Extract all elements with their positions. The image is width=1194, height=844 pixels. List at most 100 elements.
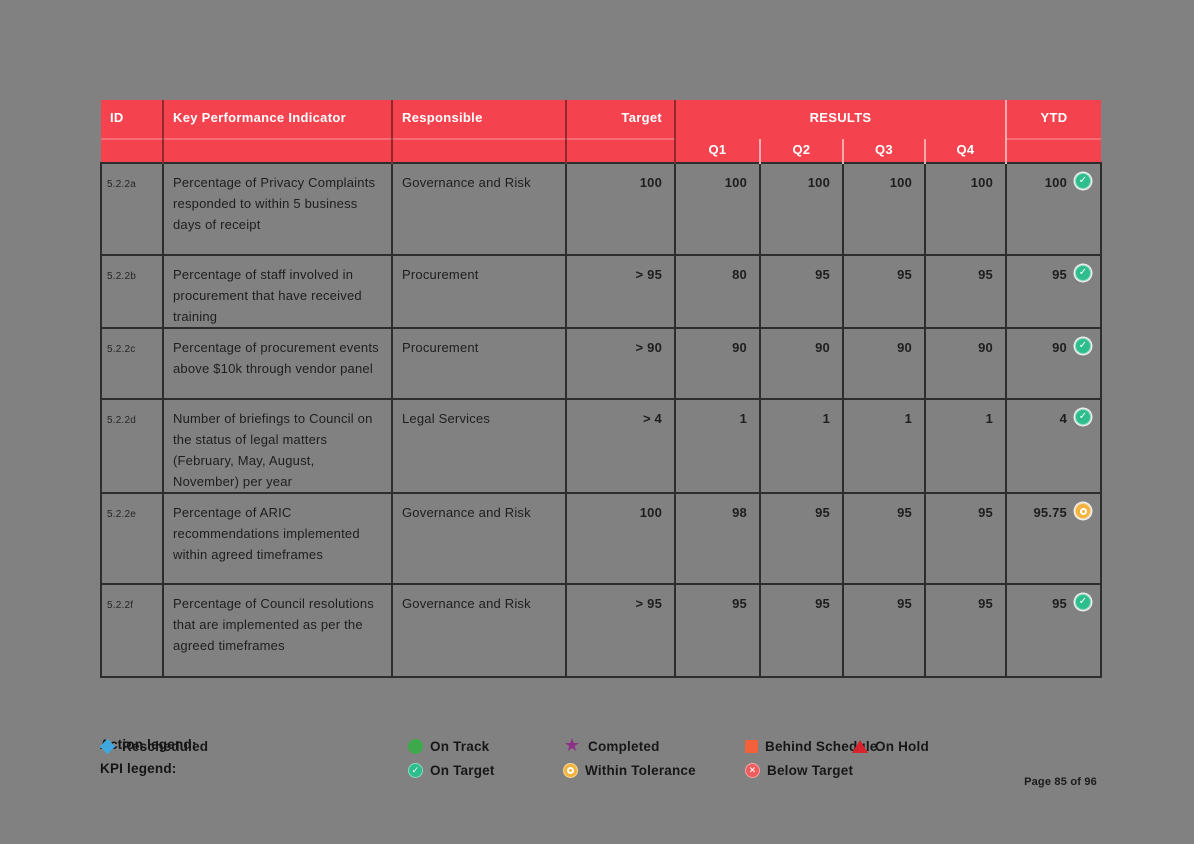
- header-id: ID: [101, 100, 163, 163]
- cell-target: > 95: [565, 254, 676, 329]
- kpi-table-row: 5.2.2e Percentage of ARIC recommendation…: [100, 492, 1102, 585]
- cell-q3: 1: [842, 398, 926, 494]
- cell-responsible: Procurement: [391, 254, 567, 329]
- legend-item-rescheduled: Rescheduled: [99, 735, 208, 757]
- kpi-table-row: 5.2.2a Percentage of Privacy Complaints …: [100, 162, 1102, 256]
- cell-responsible: Governance and Risk: [391, 583, 567, 678]
- cell-target: 100: [565, 492, 676, 585]
- legend-item-label: Below Target: [767, 762, 854, 778]
- cell-responsible: Governance and Risk: [391, 162, 567, 256]
- cell-target: > 4: [565, 398, 676, 494]
- cell-ytd: 4: [1005, 398, 1102, 494]
- cell-responsible: Governance and Risk: [391, 492, 567, 585]
- cell-kpi-description: Percentage of staff involved in procurem…: [162, 254, 393, 329]
- cell-q3: 95: [842, 254, 926, 329]
- completed-icon: [563, 737, 581, 755]
- header-ytd: YTD: [1005, 100, 1101, 163]
- legend-item-behind-schedule: Behind Schedule: [745, 735, 878, 757]
- cell-q1: 95: [674, 583, 761, 678]
- cell-kpi-id: 5.2.2b: [100, 254, 164, 329]
- header-target: Target: [565, 100, 675, 163]
- cell-q2: 95: [759, 254, 844, 329]
- cell-responsible: Procurement: [391, 327, 567, 400]
- legend-item-below-target: Below Target: [745, 759, 853, 781]
- cell-target: > 90: [565, 327, 676, 400]
- cell-kpi-id: 5.2.2e: [100, 492, 164, 585]
- cell-kpi-id: 5.2.2c: [100, 327, 164, 400]
- page-number: Page 85 of 96: [1024, 776, 1097, 788]
- cell-q4: 95: [924, 254, 1007, 329]
- cell-q4: 95: [924, 583, 1007, 678]
- ytd-value: 95: [1052, 596, 1067, 611]
- table-header: ID Key Performance Indicator Responsible…: [101, 100, 1101, 163]
- cell-ytd: 95: [1005, 583, 1102, 678]
- header-kpi: Key Performance Indicator: [162, 100, 392, 163]
- on-target-icon: [1075, 265, 1091, 281]
- cell-kpi-description: Percentage of Privacy Complaints respond…: [162, 162, 393, 256]
- cell-q2: 95: [759, 583, 844, 678]
- cell-q4: 95: [924, 492, 1007, 585]
- cell-q1: 90: [674, 327, 761, 400]
- cell-ytd: 90: [1005, 327, 1102, 400]
- behind-schedule-icon: [745, 739, 758, 753]
- cell-kpi-description: Percentage of ARIC recommendations imple…: [162, 492, 393, 585]
- below-target-icon: [745, 762, 760, 778]
- ytd-value: 100: [1044, 175, 1067, 190]
- header-q1: Q1: [674, 139, 760, 163]
- cell-q3: 90: [842, 327, 926, 400]
- legend-item-on-hold: On Hold: [852, 735, 929, 757]
- legend: Action legend: On Track Completed Behind…: [99, 735, 1110, 785]
- cell-q3: 95: [842, 583, 926, 678]
- legend-item-label: On Hold: [875, 738, 929, 754]
- cell-q1: 1: [674, 398, 761, 494]
- kpi-table-row: 5.2.2b Percentage of staff involved in p…: [100, 254, 1102, 329]
- cell-kpi-id: 5.2.2a: [100, 162, 164, 256]
- legend-item-on-target: On Target: [408, 759, 495, 781]
- cell-ytd: 100: [1005, 162, 1102, 256]
- cell-q3: 100: [842, 162, 926, 256]
- kpi-legend-title: KPI legend:: [100, 761, 177, 776]
- cell-q4: 100: [924, 162, 1007, 256]
- kpi-table-row: 5.2.2d Number of briefings to Council on…: [100, 398, 1102, 494]
- header-q3: Q3: [842, 139, 925, 163]
- cell-kpi-description: Percentage of procurement events above $…: [162, 327, 393, 400]
- ytd-value: 95: [1052, 267, 1067, 282]
- on-target-icon: [408, 762, 423, 778]
- header-results: RESULTS: [674, 100, 1006, 139]
- cell-q2: 100: [759, 162, 844, 256]
- cell-q2: 90: [759, 327, 844, 400]
- legend-item-within-tolerance: Within Tolerance: [563, 759, 696, 781]
- kpi-table-body: 5.2.2a Percentage of Privacy Complaints …: [100, 162, 1102, 678]
- ytd-value: 95.75: [1033, 505, 1067, 520]
- kpi-results-table: ID Key Performance Indicator Responsible…: [100, 100, 1102, 678]
- cell-kpi-id: 5.2.2d: [100, 398, 164, 494]
- legend-item-label: On Track: [430, 738, 490, 754]
- cell-target: > 95: [565, 583, 676, 678]
- header-q2: Q2: [759, 139, 843, 163]
- cell-q2: 1: [759, 398, 844, 494]
- action-legend-title: Action legend:: [100, 737, 197, 752]
- cell-responsible: Legal Services: [391, 398, 567, 494]
- on-target-icon: [1075, 594, 1091, 610]
- cell-q1: 80: [674, 254, 761, 329]
- on-target-icon: [1075, 338, 1091, 354]
- legend-item-label: On Target: [430, 762, 495, 778]
- ytd-value: 4: [1059, 411, 1067, 426]
- on-target-icon: [1075, 409, 1091, 425]
- action-legend-row: Action legend: On Track Completed Behind…: [99, 735, 1110, 757]
- on-hold-icon: [852, 739, 868, 753]
- cell-q4: 1: [924, 398, 1007, 494]
- cell-q2: 95: [759, 492, 844, 585]
- cell-q4: 90: [924, 327, 1007, 400]
- within-tolerance-icon: [563, 762, 578, 778]
- header-responsible: Responsible: [391, 100, 566, 163]
- rescheduled-icon: [99, 738, 116, 754]
- legend-item-label: Completed: [588, 738, 660, 754]
- cell-kpi-description: Number of briefings to Council on the st…: [162, 398, 393, 494]
- legend-item-label: Within Tolerance: [585, 762, 696, 778]
- cell-q3: 95: [842, 492, 926, 585]
- kpi-table-row: 5.2.2c Percentage of procurement events …: [100, 327, 1102, 400]
- legend-item-completed: Completed: [563, 735, 660, 757]
- cell-ytd: 95.75: [1005, 492, 1102, 585]
